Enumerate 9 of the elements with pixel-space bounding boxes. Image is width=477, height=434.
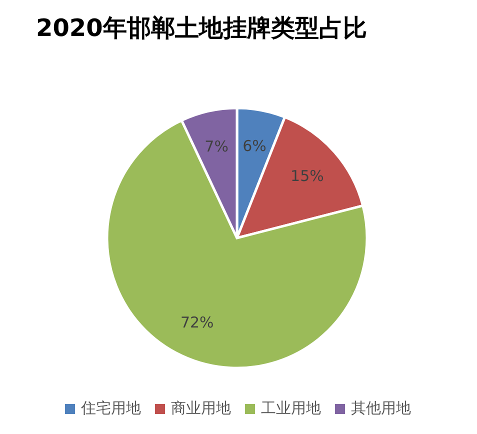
data-label: 72% bbox=[180, 314, 214, 332]
legend-label: 工业用地 bbox=[260, 399, 321, 418]
data-label: 6% bbox=[242, 137, 266, 156]
legend-label: 其他用地 bbox=[350, 399, 411, 418]
chart-title: 2020年邯郸土地挂牌类型占比 bbox=[35, 13, 368, 44]
legend-label: 商业用地 bbox=[170, 399, 231, 418]
data-label: 7% bbox=[204, 138, 228, 156]
legend-label: 住宅用地 bbox=[80, 399, 141, 418]
data-label: 15% bbox=[290, 167, 324, 186]
